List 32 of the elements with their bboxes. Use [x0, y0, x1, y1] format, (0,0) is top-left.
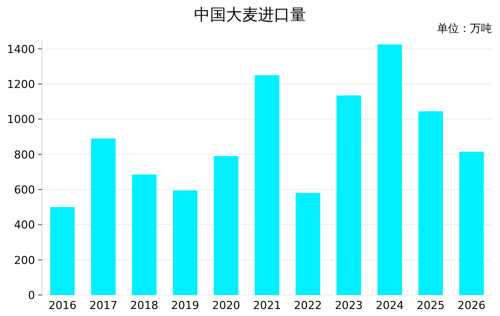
- x-tick-label: 2025: [416, 299, 445, 312]
- y-tick-label: 0: [28, 289, 35, 302]
- bar: [336, 95, 362, 295]
- x-tick-label: 2023: [334, 299, 363, 312]
- x-tick-label: 2018: [130, 299, 158, 312]
- y-tick-label: 600: [14, 183, 35, 196]
- x-tick-label: 2024: [376, 299, 404, 312]
- bar: [254, 75, 280, 295]
- x-tick-label: 2022: [294, 299, 322, 312]
- bar: [91, 138, 116, 295]
- y-tick-label: 800: [14, 148, 35, 162]
- bar: [296, 193, 320, 295]
- bar: [50, 207, 75, 295]
- bar: [172, 190, 198, 295]
- bar: [377, 44, 402, 295]
- x-tick-label: 2019: [171, 299, 200, 312]
- x-tick-label: 2021: [253, 299, 281, 312]
- bar: [459, 152, 484, 295]
- y-tick-label: 1000: [7, 113, 35, 126]
- x-tick-label: 2017: [89, 299, 118, 312]
- bar: [132, 174, 157, 295]
- x-tick-label: 2020: [212, 299, 240, 312]
- y-tick-label: 1400: [7, 42, 35, 56]
- x-tick-label: 2026: [458, 299, 486, 312]
- text: 单位：万吨: [437, 22, 492, 35]
- y-tick-label: 200: [14, 254, 35, 267]
- bar: [214, 156, 238, 295]
- bar: [418, 111, 443, 295]
- x-tick-label: 2016: [48, 299, 76, 312]
- y-tick-label: 1200: [7, 78, 35, 91]
- chart-title: 中国大麦进口量: [194, 5, 306, 24]
- y-tick-label: 400: [14, 218, 35, 232]
